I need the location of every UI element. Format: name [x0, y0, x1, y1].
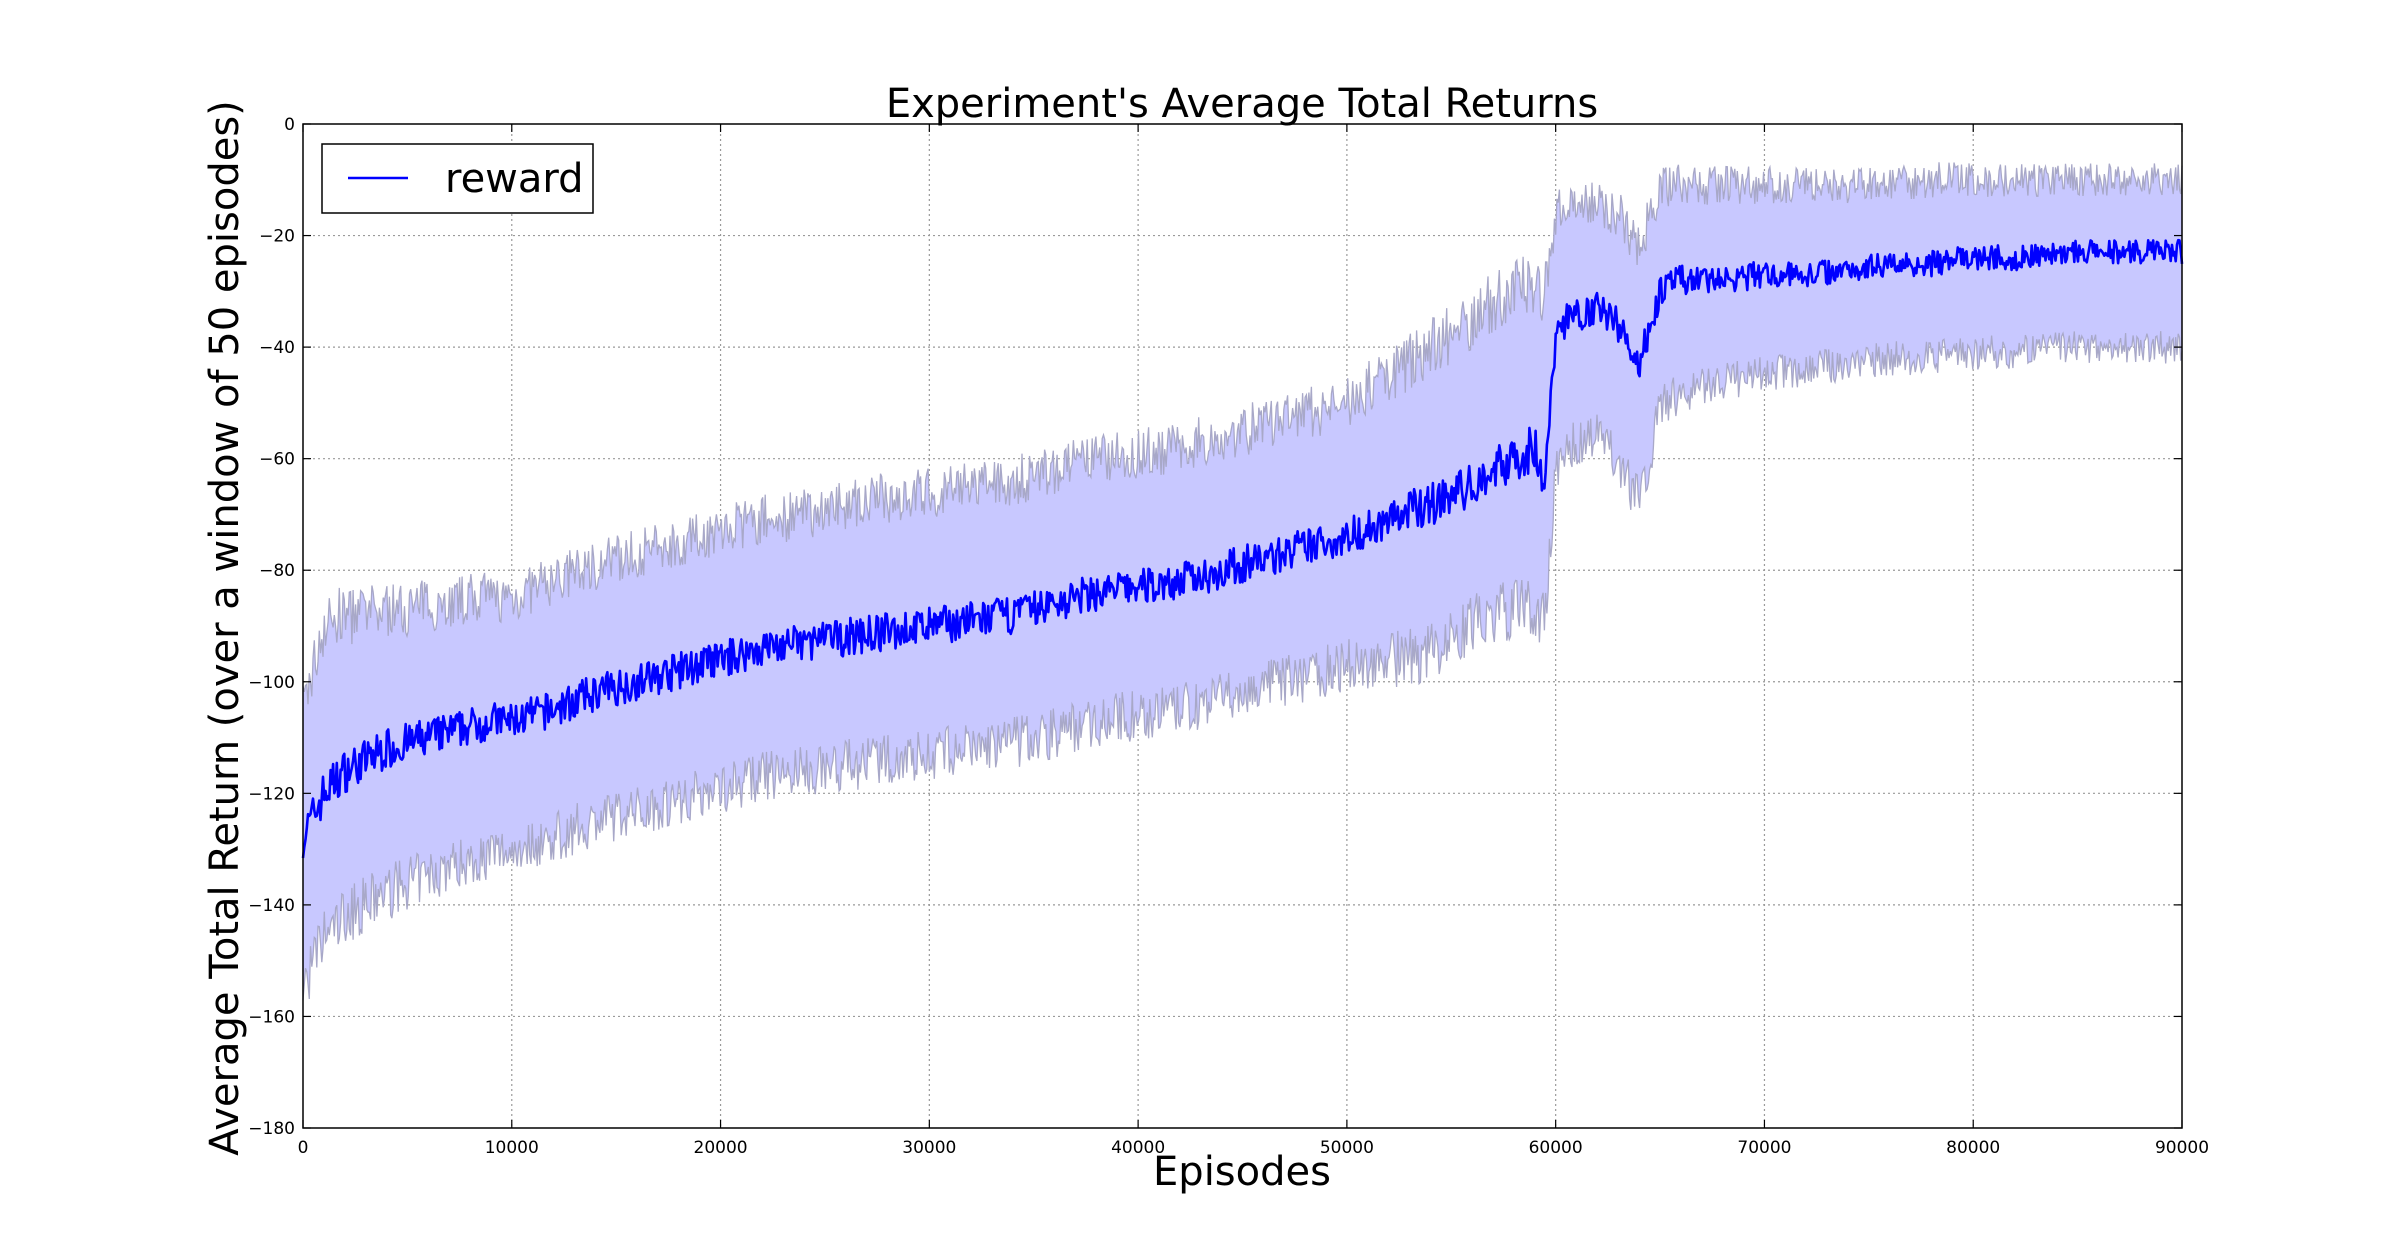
y-tick-label: 0: [284, 115, 295, 135]
x-axis-label: Episodes: [1153, 1149, 1331, 1195]
legend: reward: [321, 143, 594, 214]
x-tick-label: 10000: [485, 1138, 539, 1158]
y-tick-label: −20: [259, 227, 295, 247]
x-tick-label: 50000: [1320, 1138, 1374, 1158]
y-tick-label: −160: [248, 1007, 295, 1027]
x-tick-label: 40000: [1111, 1138, 1165, 1158]
axes-frame: [302, 123, 2183, 1129]
y-tick-label: −40: [259, 338, 295, 358]
x-tick-label: 60000: [1529, 1138, 1583, 1158]
y-tick-label: −140: [248, 896, 295, 916]
x-tick-label: 20000: [694, 1138, 748, 1158]
x-tick-label: 70000: [1737, 1138, 1791, 1158]
x-tick-label: 30000: [902, 1138, 956, 1158]
series-line-reward: [301, 238, 2184, 859]
x-tick-label: 80000: [1946, 1138, 2000, 1158]
y-tick-label: −120: [248, 784, 295, 804]
y-tick-label: −60: [259, 450, 295, 470]
axes: 0 10000 20000 30000 40000 50000 60000 70000 8000…: [248, 115, 2209, 1158]
chart-title: Experiment's Average Total Returns: [886, 81, 1598, 127]
x-tick-label: 90000: [2155, 1138, 2209, 1158]
band-upper-edge: [302, 162, 2183, 705]
y-tick-label: −80: [259, 561, 295, 581]
y-tick-label: −180: [248, 1119, 295, 1139]
plot-area: [301, 162, 2184, 1001]
x-tick-label: 0: [298, 1138, 309, 1158]
y-axis-label: Average Total Return (over a window of 5…: [202, 100, 248, 1156]
legend-label-reward: reward: [445, 156, 584, 202]
y-tick-label: −100: [248, 673, 295, 693]
band-lower-edge: [302, 331, 2183, 1001]
